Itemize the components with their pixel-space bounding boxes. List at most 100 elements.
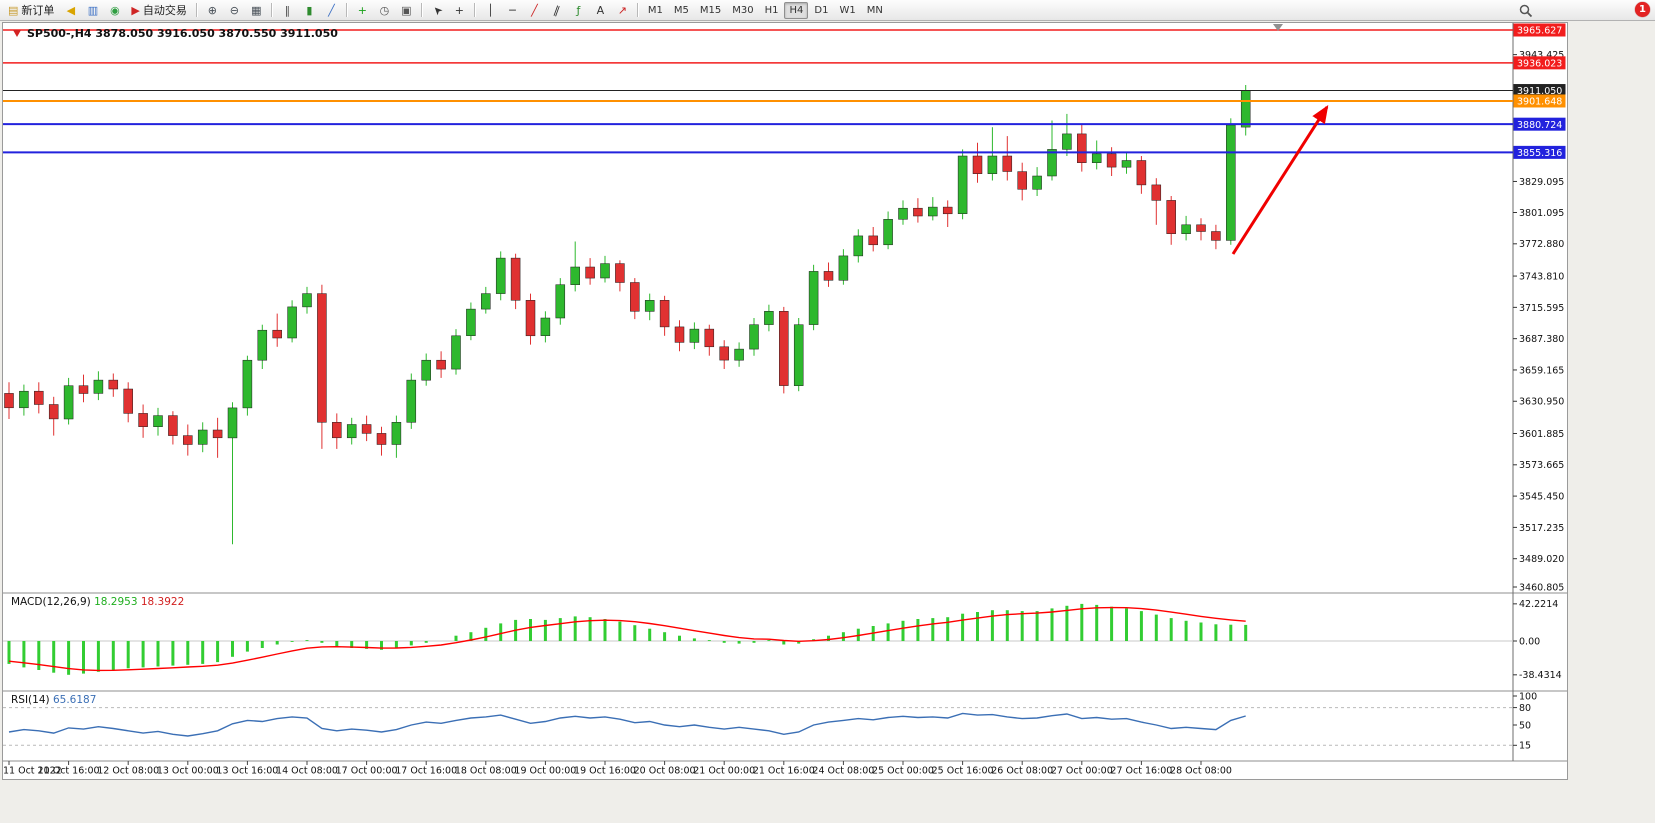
chart-window-icon[interactable]: ▥ [82,1,103,20]
svg-text:3545.450: 3545.450 [1519,492,1564,503]
bar-chart-icon[interactable]: ‖ [277,1,298,20]
vertical-line-icon[interactable]: │ [480,1,501,20]
svg-text:21 Oct 00:00: 21 Oct 00:00 [693,766,755,777]
trendline-icon[interactable]: ╱ [524,1,545,20]
macd-histogram [7,603,1248,675]
price-tag-3936.023: 3936.023 [1513,56,1566,69]
timeframe-mn[interactable]: MN [866,4,883,16]
toolbar-separator [345,3,348,17]
svg-text:13 Oct 16:00: 13 Oct 16:00 [216,766,278,777]
toolbar-separator [195,3,198,17]
crosshair-glyph: + [454,3,464,17]
zoomin-glyph: ⊕ [207,3,217,17]
svg-text:15: 15 [1519,741,1531,752]
timeframe-h4[interactable]: H4 [784,1,809,19]
new-order-button[interactable]: ▤ 新订单 [3,1,59,20]
fibonacci-icon[interactable]: ƒ [568,1,589,20]
rsi-name: RSI(14) [11,694,50,706]
svg-text:17 Oct 16:00: 17 Oct 16:00 [395,766,457,777]
zoom-out-icon[interactable]: ⊖ [224,1,245,20]
horizontal-line-icon[interactable]: ─ [502,1,523,20]
page-glyph: ▤ [8,3,19,17]
zoom-in-icon[interactable]: ⊕ [202,1,223,20]
clock-glyph: ◷ [379,3,390,17]
toolbar-separator [473,3,476,17]
svg-text:17 Oct 00:00: 17 Oct 00:00 [336,766,398,777]
tile-glyph: ▦ [251,3,262,17]
svg-text:28 Oct 08:00: 28 Oct 08:00 [1170,766,1232,777]
chart-glyph: ▥ [87,3,99,17]
arrows-icon[interactable]: ↗ [612,1,633,20]
svg-text:25 Oct 00:00: 25 Oct 00:00 [872,766,934,777]
textA-glyph: A [596,3,605,17]
trend-arrow[interactable] [1231,104,1329,255]
symbol-marker-icon [13,30,21,37]
svg-text:100: 100 [1519,691,1537,702]
alerts-icon[interactable]: ◀ [60,1,81,20]
cursor-glyph: ➤ [429,2,446,18]
price-tag-3911.050: 3911.050 [1513,84,1566,97]
chart-canvas[interactable]: 3943.425 3829.095 3801.095 3772.880 3743.810… [3,23,1567,779]
svg-text:3943.425: 3943.425 [1519,50,1564,61]
macd-signal-value: 18.3922 [140,596,185,608]
svg-text:3715.595: 3715.595 [1519,303,1564,314]
macd-signal-line [8,606,1246,672]
candlestick-chart-icon[interactable]: ▮ [299,1,320,20]
hline-glyph: ─ [509,3,516,17]
cursor-icon[interactable]: ➤ [427,1,448,20]
channel-glyph: ∥ [551,2,562,18]
timeframe-m30[interactable]: M30 [732,4,754,16]
timeframe-m5[interactable]: M5 [673,4,689,16]
quotes-glyph: ◉ [110,3,120,17]
svg-text:3829.095: 3829.095 [1519,177,1564,188]
svg-text:3772.880: 3772.880 [1519,239,1564,250]
autotrading-button[interactable]: ▶ 自动交易 [126,1,191,20]
horn-glyph: ◀ [66,3,76,17]
new-order-button-label: 新订单 [21,4,55,17]
timeframe-w1[interactable]: W1 [839,4,856,16]
tile-windows-icon[interactable]: ▦ [246,1,267,20]
macd-label: MACD(12,26,9) 18.2953 18.3922 [11,596,184,608]
svg-text:13 Oct 00:00: 13 Oct 00:00 [157,766,219,777]
rsi-line [8,712,1246,737]
play-glyph: ▶ [131,3,140,17]
chart-title: SP500-,H4 3878.050 3916.050 3870.550 391… [13,27,338,40]
rsi-label: RSI(14) 65.6187 [11,694,96,706]
templates-icon[interactable]: ▣ [396,1,417,20]
indicators-icon[interactable]: + [352,1,373,20]
timeframe-d1[interactable]: D1 [814,4,829,16]
svg-text:80: 80 [1519,703,1531,714]
toolbar-separator [270,3,273,17]
text-icon[interactable]: A [590,1,611,20]
periods-icon[interactable]: ◷ [374,1,395,20]
crosshair-icon[interactable]: + [449,1,470,20]
svg-text:3743.810: 3743.810 [1519,271,1564,282]
svg-text:3489.020: 3489.020 [1519,554,1564,565]
svg-text:24 Oct 08:00: 24 Oct 08:00 [812,766,874,777]
line-chart-icon[interactable]: ╱ [321,1,342,20]
price-tag-3855.316: 3855.316 [1513,145,1566,159]
svg-text:25 Oct 16:00: 25 Oct 16:00 [932,766,994,777]
channel-icon[interactable]: ∥ [546,1,567,20]
svg-text:3687.380: 3687.380 [1519,334,1564,345]
svg-text:12 Oct 08:00: 12 Oct 08:00 [97,766,159,777]
toolbar-buttons: ▤ 新订单 ◀ ▥ ◉ ▶ 自动交易 ⊕ ⊖ ▦ ‖ ▮ ╱ + ◷ ▣ ➤ + │ ─ ╱ ∥ ƒ A ↗ M1 M5 M15 M30… [3,1,888,20]
notification-badge[interactable]: 1 [1635,2,1650,17]
svg-text:19 Oct 00:00: 19 Oct 00:00 [514,766,576,777]
timeframe-m15[interactable]: M15 [699,4,722,16]
timeframe-m1[interactable]: M1 [647,4,663,16]
vline-glyph: │ [487,3,494,17]
search-icon[interactable] [1518,3,1534,19]
macd-name: MACD(12,26,9) [11,596,91,608]
price-axis-labels: 3943.425 3829.095 3801.095 3772.880 3743.810… [1513,50,1564,593]
svg-text:11 Oct 16:00: 11 Oct 16:00 [38,766,100,777]
svg-text:11 Oct 2022: 11 Oct 2022 [3,766,62,777]
autotrading-button-label: 自动交易 [142,4,187,17]
market-watch-icon[interactable]: ◉ [104,1,125,20]
template-glyph: ▣ [401,3,412,17]
svg-text:3517.235: 3517.235 [1519,523,1564,534]
macd-axis-labels: 42.2214 0.00 -38.4314 [1513,599,1562,681]
timeframe-h1[interactable]: H1 [764,4,779,16]
chart-title-text: SP500-,H4 3878.050 3916.050 3870.550 391… [27,27,338,40]
